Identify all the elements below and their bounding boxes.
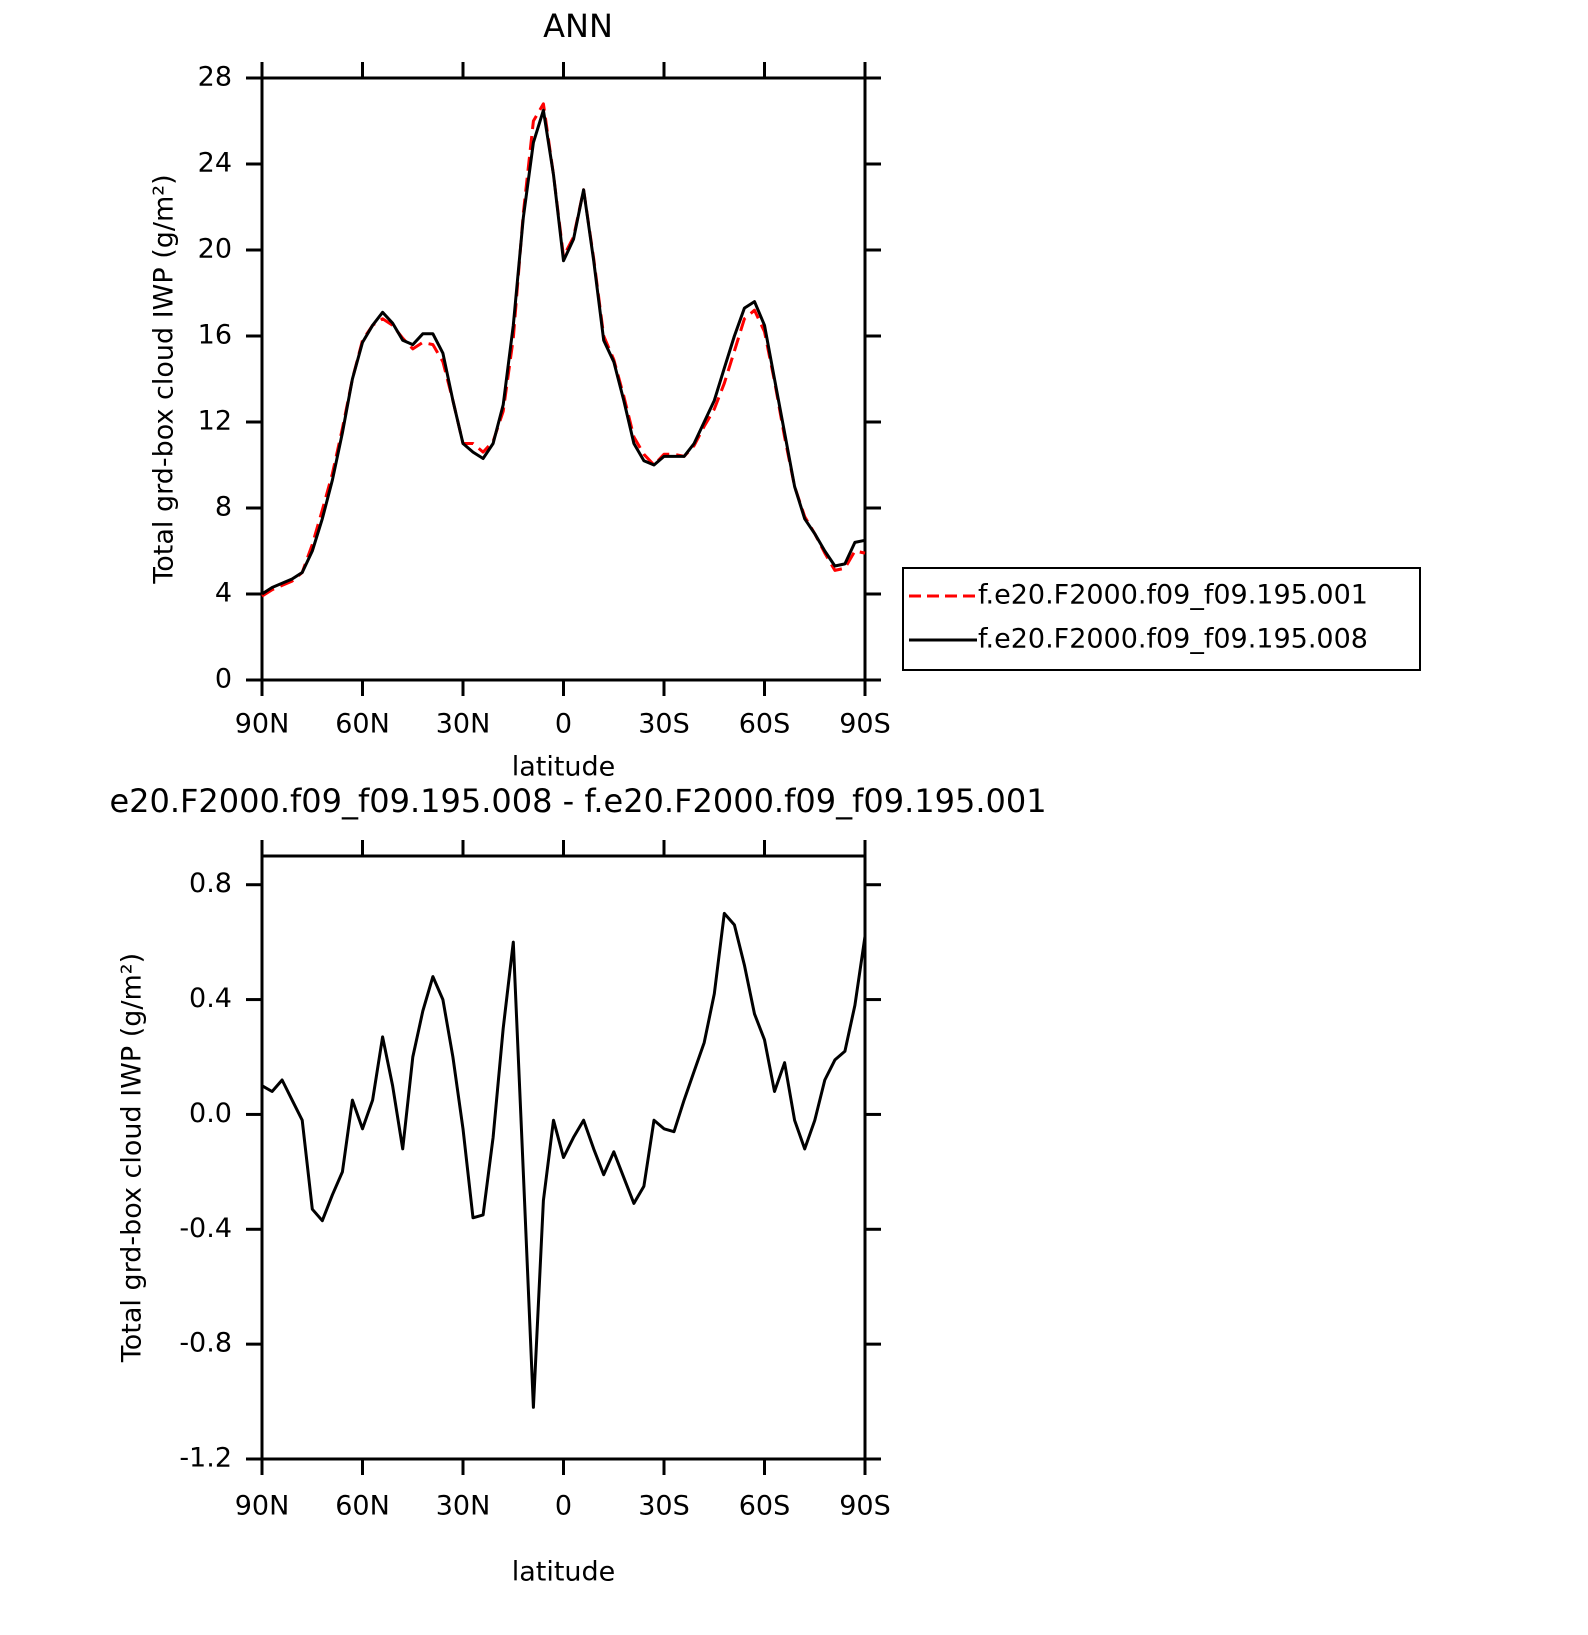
x-tick-label: 90N xyxy=(235,1491,290,1522)
x-tick-label: 60N xyxy=(335,709,390,740)
x-tick-label: 30N xyxy=(436,1491,491,1522)
chart-title: e20.F2000.f09_f09.195.008 - f.e20.F2000.… xyxy=(109,782,1046,820)
x-tick-label: 30N xyxy=(436,709,491,740)
chart-title: ANN xyxy=(543,7,613,45)
series-line xyxy=(261,102,866,598)
y-tick-label: 24 xyxy=(198,148,232,179)
y-axis-label: Total grd-box cloud IWP (g/m²) xyxy=(117,953,148,1363)
series-line xyxy=(261,108,866,596)
y-tick-label: 28 xyxy=(198,62,232,93)
x-axis-label: latitude xyxy=(512,1557,616,1588)
series-line xyxy=(261,911,867,1409)
x-tick-label: 60N xyxy=(335,1491,390,1522)
x-tick-label: 0 xyxy=(555,1491,572,1522)
y-tick-label: 0 xyxy=(215,664,232,695)
y-tick-label: 4 xyxy=(215,578,232,609)
x-tick-label: 60S xyxy=(739,1491,791,1522)
y-tick-label: 0.8 xyxy=(189,868,232,899)
x-tick-label: 60S xyxy=(739,709,791,740)
y-tick-label: 0.0 xyxy=(189,1098,232,1129)
y-tick-label: -1.2 xyxy=(179,1443,232,1474)
legend-box xyxy=(902,567,1421,671)
y-tick-label: 0.4 xyxy=(189,983,232,1014)
y-tick-label: 20 xyxy=(198,234,232,265)
x-tick-label: 30S xyxy=(638,1491,690,1522)
x-tick-label: 90N xyxy=(235,709,290,740)
legend-label: f.e20.F2000.f09_f09.195.001 xyxy=(978,580,1368,611)
y-tick-label: 12 xyxy=(198,406,232,437)
y-axis-label: Total grd-box cloud IWP (g/m²) xyxy=(149,174,180,584)
legend-label: f.e20.F2000.f09_f09.195.008 xyxy=(978,624,1368,655)
y-tick-label: -0.4 xyxy=(179,1213,232,1244)
x-tick-label: 30S xyxy=(638,709,690,740)
y-tick-label: -0.8 xyxy=(179,1328,232,1359)
x-tick-label: 0 xyxy=(555,709,572,740)
y-tick-label: 16 xyxy=(198,320,232,351)
x-axis-label: latitude xyxy=(512,752,616,783)
x-tick-label: 90S xyxy=(839,1491,891,1522)
x-tick-label: 90S xyxy=(839,709,891,740)
y-tick-label: 8 xyxy=(215,492,232,523)
